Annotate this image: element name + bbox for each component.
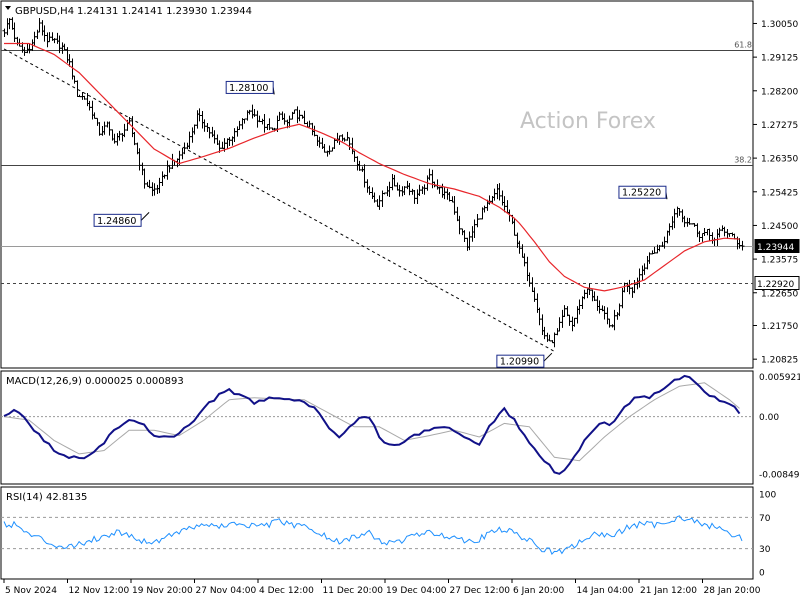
y-tick-label: 1.20825 xyxy=(761,356,798,366)
rsi-line xyxy=(3,515,743,556)
rsi-tick-label: 100 xyxy=(759,491,776,501)
y-tick-label: 1.25425 xyxy=(761,188,798,198)
symbol-label: GBPUSD,H4 xyxy=(15,6,74,17)
callout-label: 1.20990 xyxy=(500,357,539,368)
y-tick-label: 1.30050 xyxy=(761,20,798,30)
callout-box xyxy=(618,185,667,199)
callout-leader xyxy=(140,211,150,221)
callout-label: 1.28100 xyxy=(229,83,268,94)
macd-panel-frame xyxy=(0,370,754,485)
price-tag-label: 1.22920 xyxy=(757,280,794,290)
trend-line xyxy=(3,48,555,352)
dropdown-triangle-icon[interactable] xyxy=(5,6,11,10)
ohlc-bar xyxy=(740,240,745,251)
macd-main-line xyxy=(3,374,741,475)
macd-tick-label: 0.00 xyxy=(759,413,779,423)
y-tick-label: 1.21750 xyxy=(761,322,798,332)
x-tick-label: 28 Jan 20:00 xyxy=(704,586,761,596)
rsi-tick-label: 70 xyxy=(759,514,771,524)
fib-label: 38.2 xyxy=(734,156,752,165)
x-tick-label: 19 Nov 20:00 xyxy=(132,586,193,596)
callout-box xyxy=(225,80,274,94)
macd-tick-label: 0.005921 xyxy=(759,373,800,383)
price-tag-label: 1.23944 xyxy=(757,243,794,253)
y-tick-label: 1.29125 xyxy=(761,54,798,64)
callout-leader xyxy=(543,352,553,362)
x-tick-label: 11 Dec 20:00 xyxy=(323,586,384,596)
callout-box xyxy=(93,213,142,227)
x-tick-label: 27 Nov 04:00 xyxy=(196,586,257,596)
x-tick-label: 27 Dec 12:00 xyxy=(450,586,511,596)
y-tick-label: 1.23575 xyxy=(761,256,798,266)
macd-tick-label: -0.00849 xyxy=(759,471,800,481)
moving-average-line xyxy=(4,42,740,292)
callout-label: 1.24860 xyxy=(97,216,136,227)
macd-signal-line xyxy=(3,382,740,462)
x-tick-label: 14 Jan 04:00 xyxy=(577,586,634,596)
axes-layer: 1.23944 1.22920 1.30050 1.29125 1.28200 1.272… xyxy=(3,20,800,596)
watermark: Action Forex xyxy=(520,109,656,134)
callout-box xyxy=(496,354,545,368)
rsi-tick-label: 30 xyxy=(759,545,771,555)
y-tick-label: 1.28200 xyxy=(761,87,798,97)
y-tick-label: 1.26350 xyxy=(761,155,798,165)
ohlc-values: 1.24131 1.24141 1.23930 1.23944 xyxy=(77,6,252,17)
y-tick-label: 1.24500 xyxy=(761,222,798,232)
price-tag xyxy=(754,276,800,290)
x-tick-label: 19 Dec 04:00 xyxy=(386,586,447,596)
macd-label: MACD(12,26,9) 0.000025 0.000893 xyxy=(6,376,184,387)
price-tag xyxy=(754,239,800,253)
macd-layer xyxy=(1,374,753,475)
callout-label: 1.25220 xyxy=(622,188,661,199)
rsi-tick-label: 0 xyxy=(759,569,765,579)
fib-label: 61.8 xyxy=(734,41,752,50)
x-tick-label: 6 Jan 20:00 xyxy=(513,586,565,596)
price-panel-frame xyxy=(0,0,754,369)
x-tick-label: 5 Nov 2024 xyxy=(5,586,57,596)
x-tick-label: 12 Nov 12:00 xyxy=(69,586,130,596)
x-tick-label: 21 Jan 12:00 xyxy=(640,586,697,596)
rsi-panel-frame xyxy=(0,486,754,580)
x-tick-label: 4 Dec 12:00 xyxy=(259,586,314,596)
rsi-layer xyxy=(1,515,753,556)
y-tick-label: 1.27275 xyxy=(761,121,798,131)
rsi-label: RSI(14) 42.8135 xyxy=(6,492,87,503)
price-layer: 61.8 38.2 1.28100 1.24860 1.20990 1.25220 xyxy=(1,17,753,368)
y-tick-label: 1.22650 xyxy=(761,289,798,299)
